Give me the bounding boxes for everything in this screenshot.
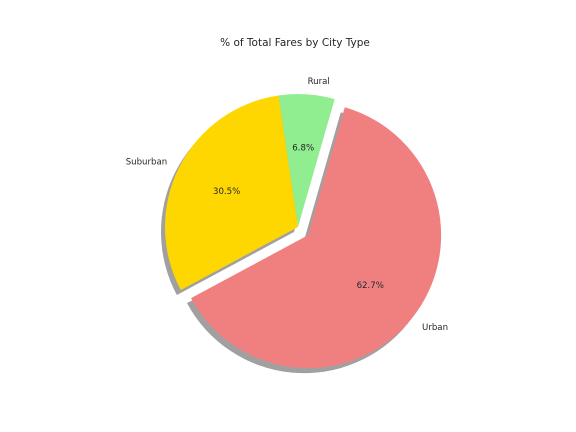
slice-suburban <box>165 95 298 291</box>
slice-urban <box>190 107 442 369</box>
percent-label-rural: 6.8% <box>292 143 314 153</box>
category-label-rural: Rural <box>308 77 330 87</box>
slice-rural <box>278 94 335 227</box>
percent-label-urban: 62.7% <box>357 281 384 291</box>
percent-label-suburban: 30.5% <box>213 187 240 197</box>
label-layer: Rural 6.8% Suburban 30.5% Urban 62.7% <box>126 77 448 333</box>
category-label-urban: Urban <box>422 323 448 333</box>
chart-title: % of Total Fares by City Type <box>220 37 370 49</box>
category-label-suburban: Suburban <box>126 157 168 167</box>
slice-layer <box>165 94 442 369</box>
